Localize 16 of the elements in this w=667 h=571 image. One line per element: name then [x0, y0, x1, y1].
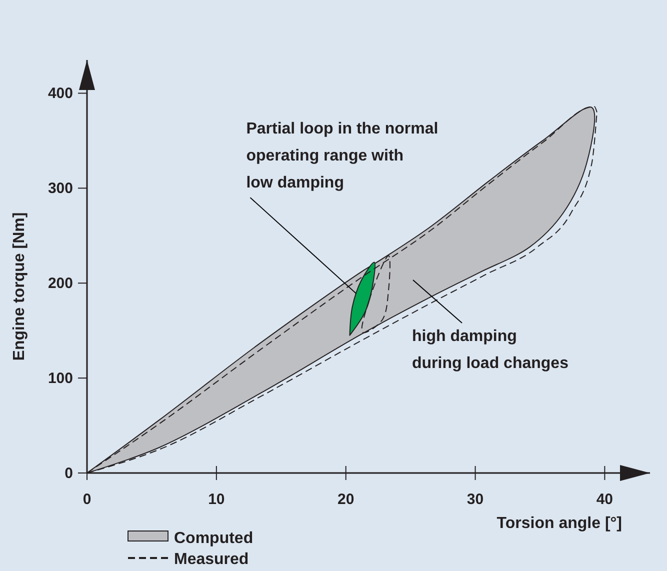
annotation: high damping during load changes: [412, 328, 569, 372]
y-tick-label: 300: [48, 180, 73, 198]
y-tick-label: 400: [48, 85, 73, 102]
legend-label: Computed: [174, 530, 254, 547]
y-tick-label: 0: [64, 465, 73, 482]
annotation: Partial loop in the normal operating range with low damping: [246, 120, 438, 192]
x-axis-title: Torsion angle [°]: [496, 515, 622, 532]
x-tick-label: 20: [338, 491, 354, 508]
x-tick-label: 0: [82, 491, 92, 508]
legend-label: Measured: [174, 551, 249, 568]
y-tick-label: 200: [48, 275, 73, 292]
x-tick-label: 10: [208, 491, 225, 508]
y-tick-label: 100: [48, 370, 73, 388]
x-tick-label: 30: [466, 491, 484, 508]
x-tick-label: 40: [596, 491, 614, 508]
y-axis-title: Engine torque [Nm]: [11, 212, 28, 361]
